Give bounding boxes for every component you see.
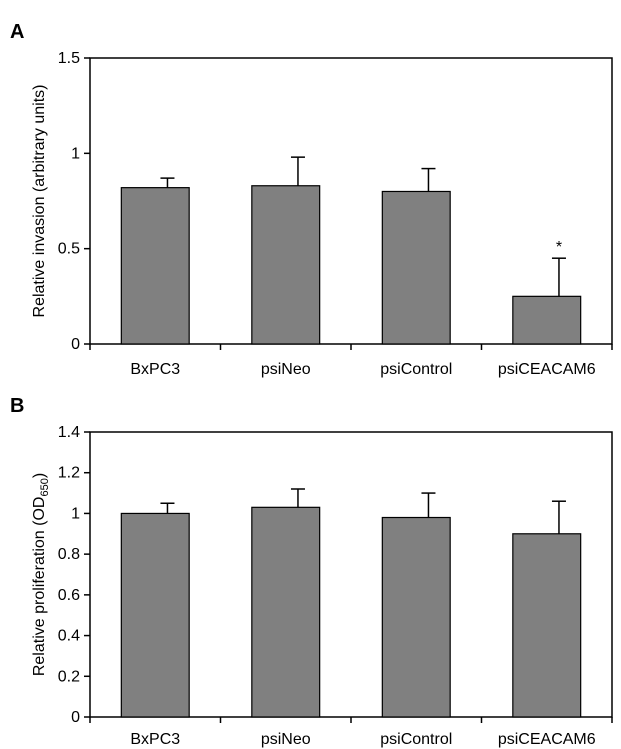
bar [120, 512, 190, 718]
y-axis-label-suffix: ) [31, 473, 48, 478]
y-tick-label: 0 [71, 336, 80, 353]
y-tick-label: 1.2 [58, 465, 80, 482]
y-tick-label: 0.4 [58, 628, 80, 645]
category-label: psiCEACAM6 [498, 361, 596, 378]
y-tick-label: 1.5 [58, 50, 80, 67]
bar [251, 185, 321, 345]
bar [381, 516, 451, 718]
category-label: psiControl [380, 731, 452, 748]
y-axis-label-text: Relative invasion (arbitrary units) [31, 85, 48, 318]
y-axis-label-subscript: 650 [39, 478, 51, 496]
panel-a: A 0 0.5 1 1.5 BxPC3 psiNeo psiControl * psiCEACAM… [10, 21, 613, 378]
bar [251, 506, 321, 718]
bar [381, 190, 451, 345]
bar [120, 187, 190, 345]
y-axis-label: Relative proliferation (OD650) [31, 473, 51, 676]
y-tick-label: 0.2 [58, 668, 80, 685]
y-tick-label: 0.8 [58, 546, 80, 563]
y-tick-label: 1 [71, 505, 80, 522]
panel-b: B 0 0.2 0.4 0.6 0.8 1 1.2 1.4 BxPC3 psiNeo psiContr… [10, 395, 613, 748]
y-axis-label: Relative invasion (arbitrary units) [31, 85, 48, 318]
category-label: psiCEACAM6 [498, 731, 596, 748]
panel-letter: B [10, 395, 24, 417]
y-tick-label: 0.5 [58, 241, 80, 258]
category-label: psiControl [380, 361, 452, 378]
y-tick-label: 1 [71, 145, 80, 162]
y-tick-label: 1.4 [58, 424, 80, 441]
bar [512, 295, 582, 345]
category-label: BxPC3 [130, 361, 180, 378]
y-axis-label-text: Relative proliferation (OD [31, 497, 48, 677]
bar [512, 533, 582, 718]
category-label: psiNeo [261, 731, 311, 748]
category-label: psiNeo [261, 361, 311, 378]
y-tick-label: 0 [71, 709, 80, 726]
panel-letter: A [10, 21, 24, 43]
category-label: BxPC3 [130, 731, 180, 748]
y-tick-label: 0.6 [58, 587, 80, 604]
significance-label: * [556, 239, 562, 256]
